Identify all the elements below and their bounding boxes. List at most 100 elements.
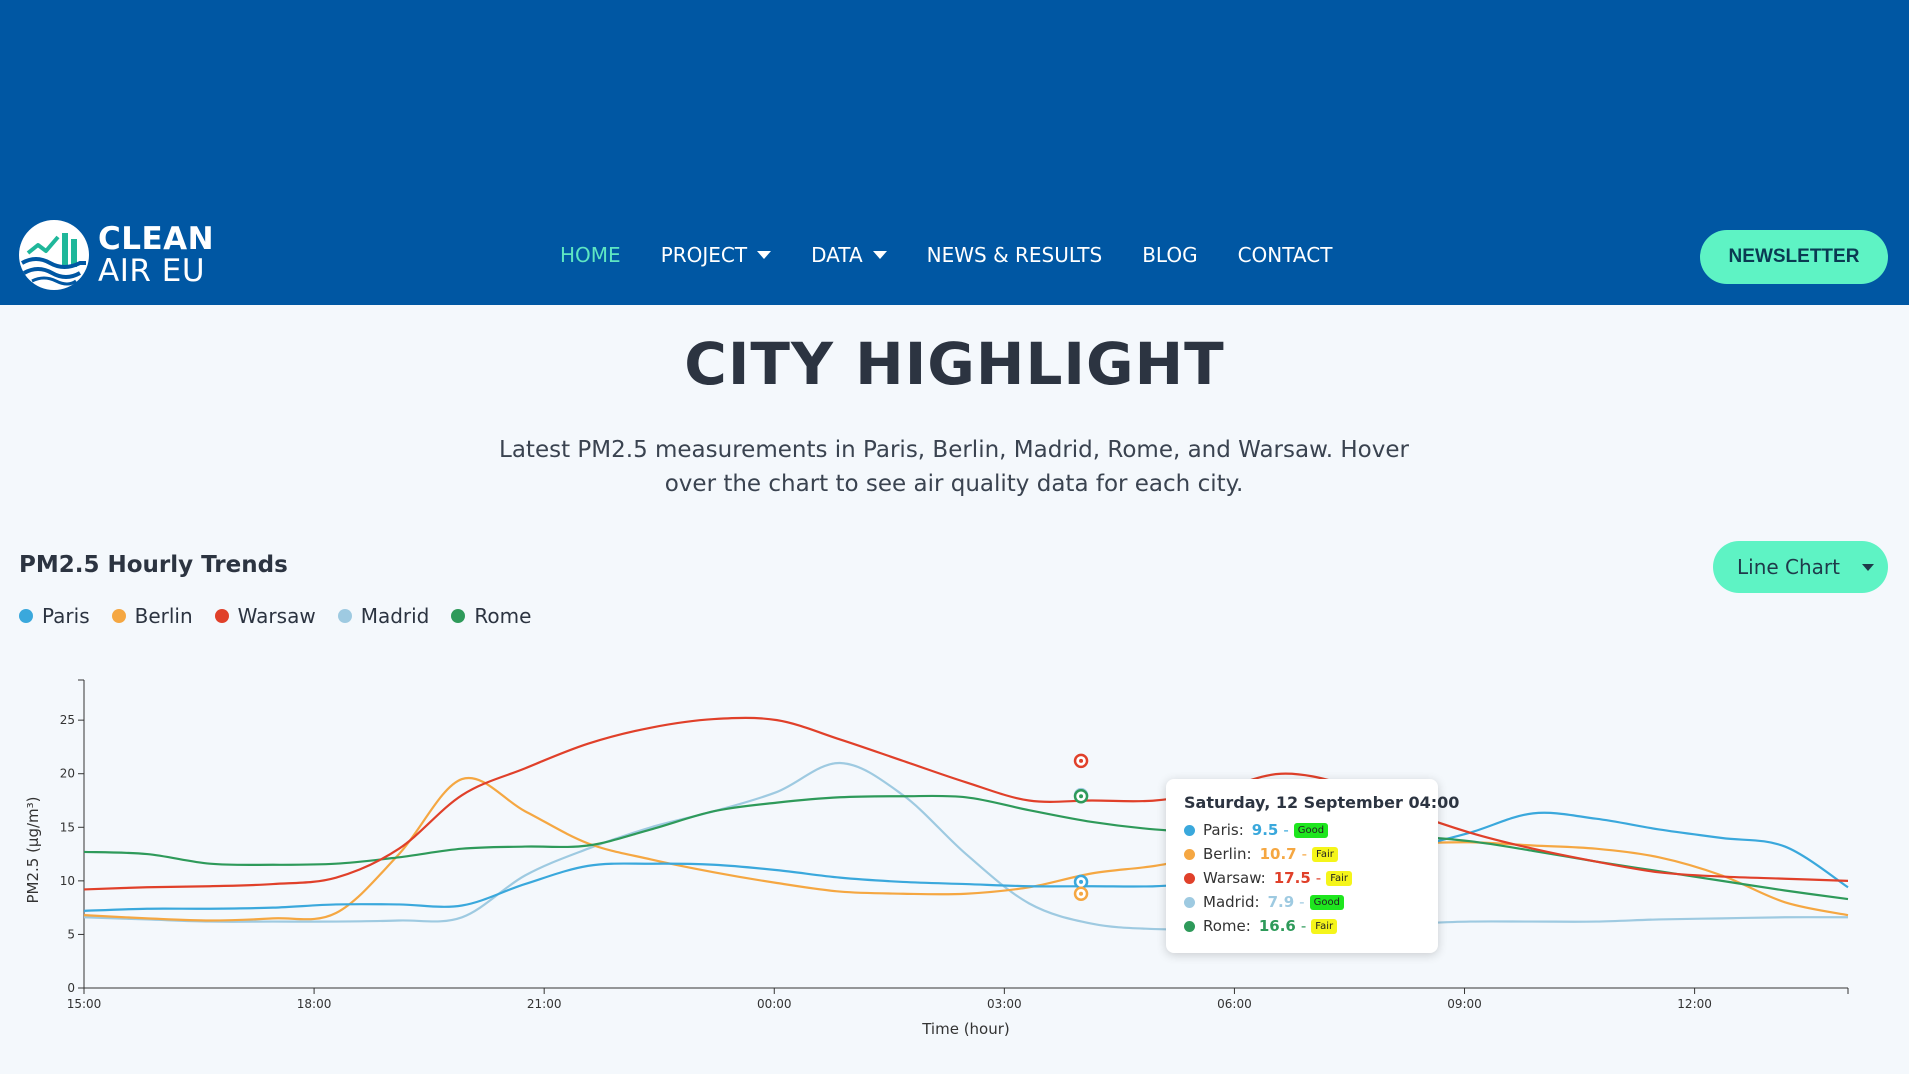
- tooltip-value: 7.9: [1267, 893, 1295, 911]
- x-tick-label: 00:00: [757, 997, 792, 1011]
- tooltip-dash: -: [1299, 893, 1305, 911]
- quality-badge: Good: [1309, 894, 1344, 910]
- line-chart[interactable]: 0 5 10 15 20 25 15:00 18:00 21:00 00:00 03:00 06:00…: [0, 670, 1909, 1050]
- tooltip-dot: [1184, 920, 1195, 932]
- tooltip-dash: -: [1315, 869, 1322, 887]
- x-tick-label: 03:00: [987, 997, 1022, 1011]
- chart-tooltip: Saturday, 12 September 04:00 Paris: 9.5- G…: [1166, 779, 1460, 953]
- legend-label: Madrid: [360, 604, 430, 628]
- series-line-paris: [83, 811, 1849, 912]
- nav-news-label: NEWS & RESULTS: [926, 243, 1103, 267]
- tooltip-dash: -: [1301, 845, 1308, 863]
- tooltip-city: Madrid:: [1203, 893, 1260, 911]
- page-title: CITY HIGHLIGHT: [684, 330, 1225, 398]
- quality-badge: Fair: [1312, 846, 1338, 862]
- nav-project-label: PROJECT: [660, 243, 748, 267]
- tooltip-dot: [1184, 896, 1195, 908]
- x-axis-label: Time (hour): [921, 1020, 1010, 1038]
- nav-project[interactable]: PROJECT: [660, 243, 772, 267]
- legend-label: Rome: [474, 604, 532, 628]
- chart-title: PM2.5 Hourly Trends: [19, 552, 288, 578]
- tooltip-row-berlin: Berlin: 10.7- Fair: [1184, 842, 1420, 866]
- y-tick-label: 0: [67, 981, 75, 995]
- tooltip-row-paris: Paris: 9.5- Good: [1184, 818, 1420, 842]
- legend-dot: [214, 609, 229, 623]
- legend-item-paris[interactable]: Paris: [19, 604, 90, 628]
- nav-blog-label: BLOG: [1142, 243, 1198, 267]
- logo-line2: AIR EU: [98, 253, 206, 289]
- nav-blog[interactable]: BLOG: [1142, 243, 1197, 267]
- series-line-rome: [83, 794, 1849, 901]
- newsletter-button[interactable]: NEWSLETTER: [1700, 230, 1888, 284]
- legend-label: Berlin: [134, 604, 193, 628]
- tooltip-dot: [1184, 872, 1195, 884]
- nav-home[interactable]: HOME: [560, 243, 621, 267]
- page-description: Latest PM2.5 measurements in Paris, Berl…: [499, 437, 1409, 497]
- x-tick-label: 15:00: [67, 997, 102, 1011]
- nav-home-label: HOME: [560, 243, 621, 267]
- tooltip-value: 9.5: [1251, 821, 1279, 839]
- legend-dot: [111, 609, 126, 623]
- tooltip-city: Berlin:: [1203, 845, 1252, 863]
- hover-point-center: [1079, 758, 1084, 763]
- logo[interactable]: CLEAN AIR EU: [18, 219, 214, 291]
- tooltip-dot: [1184, 848, 1195, 860]
- x-tick-label: 21:00: [527, 997, 562, 1011]
- legend-label: Paris: [42, 604, 90, 628]
- nav-contact[interactable]: CONTACT: [1238, 243, 1333, 267]
- chart-legend: Paris Berlin Warsaw Madrid Rome: [19, 604, 553, 628]
- y-tick-label: 5: [67, 927, 75, 941]
- chart-type-select[interactable]: Line Chart: [1713, 541, 1888, 593]
- legend-item-madrid[interactable]: Madrid: [337, 604, 430, 628]
- tooltip-title: Saturday, 12 September 04:00: [1184, 793, 1460, 812]
- logo-icon: [19, 220, 89, 290]
- caret-down-icon: [757, 251, 772, 259]
- y-tick-label: 20: [60, 767, 75, 781]
- legend-dot: [451, 609, 466, 623]
- tooltip-city: Rome:: [1203, 917, 1251, 935]
- y-tick-label: 10: [60, 874, 75, 888]
- nav-news-results[interactable]: NEWS & RESULTS: [927, 243, 1103, 267]
- chevron-down-icon: [1862, 564, 1874, 571]
- x-tick-label: 12:00: [1677, 997, 1712, 1011]
- legend-dot: [19, 609, 33, 623]
- tooltip-city: Warsaw:: [1203, 869, 1266, 887]
- series-line-madrid: [83, 761, 1849, 931]
- header-banner: [0, 0, 1909, 305]
- series-line-berlin: [83, 776, 1849, 922]
- hover-point-center: [1079, 879, 1084, 884]
- hover-point-center: [1079, 794, 1084, 799]
- series-line-warsaw: [83, 716, 1849, 891]
- navbar: CLEAN AIR EU HOME PROJECT DATA NEWS & RE…: [0, 205, 1909, 305]
- tooltip-city: Paris:: [1203, 821, 1244, 839]
- tooltip-value: 16.6: [1258, 917, 1296, 935]
- legend-item-berlin[interactable]: Berlin: [111, 604, 193, 628]
- tooltip-row-madrid: Madrid: 7.9- Good: [1184, 890, 1420, 914]
- nav-data[interactable]: DATA: [811, 243, 887, 267]
- chart-type-label: Line Chart: [1737, 555, 1840, 579]
- main-menu: HOME PROJECT DATA NEWS & RESULTS BLOG CO…: [560, 205, 1372, 305]
- tooltip-value: 17.5: [1273, 869, 1311, 887]
- tooltip-row-rome: Rome: 16.6- Fair: [1184, 914, 1420, 938]
- logo-line1: CLEAN: [98, 221, 215, 257]
- tooltip-dash: -: [1300, 917, 1307, 935]
- tooltip-dash: -: [1283, 821, 1289, 839]
- tooltip-dot: [1184, 824, 1195, 836]
- tooltip-row-warsaw: Warsaw: 17.5- Fair: [1184, 866, 1420, 890]
- legend-dot: [337, 609, 352, 623]
- legend-item-rome[interactable]: Rome: [451, 604, 531, 628]
- nav-contact-label: CONTACT: [1237, 243, 1333, 267]
- y-tick-label: 25: [60, 713, 75, 727]
- y-tick-label: 15: [60, 820, 75, 834]
- x-tick-label: 09:00: [1447, 997, 1482, 1011]
- nav-data-label: DATA: [811, 243, 863, 267]
- y-axis-label: PM2.5 (µg/m³): [24, 796, 42, 903]
- tooltip-value: 10.7: [1259, 845, 1297, 863]
- hover-point-center: [1079, 891, 1084, 896]
- quality-badge: Good: [1293, 822, 1329, 838]
- caret-down-icon: [872, 251, 887, 259]
- x-tick-label: 18:00: [297, 997, 332, 1011]
- quality-badge: Fair: [1326, 870, 1353, 886]
- legend-item-warsaw[interactable]: Warsaw: [214, 604, 316, 628]
- legend-label: Warsaw: [237, 604, 316, 628]
